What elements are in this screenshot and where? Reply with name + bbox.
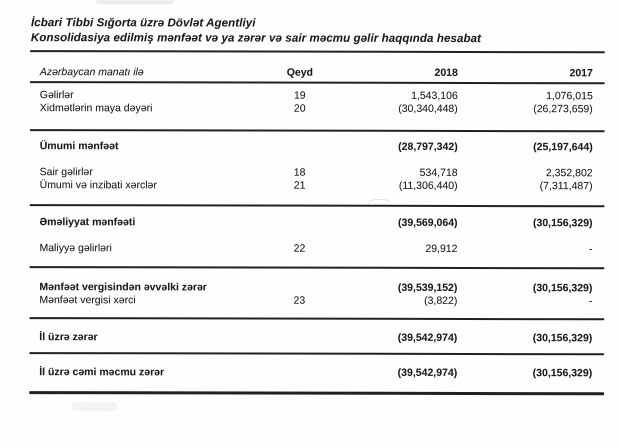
row-note: 18 bbox=[293, 166, 306, 179]
row-note: 23 bbox=[293, 294, 306, 307]
table-row-general-admin-expenses: Ümumi və inzibati xərclər 21 (11,306,440… bbox=[30, 179, 605, 193]
scan-artifact-bottom bbox=[71, 402, 118, 412]
rule-above-operating-profit bbox=[29, 204, 605, 208]
rule-above-loss-for-year bbox=[29, 317, 605, 321]
document-title: İcbari Tibbi Sığorta üzrə Dövlət Agentli… bbox=[30, 17, 256, 30]
row-value-2018: (30,340,448) bbox=[398, 102, 458, 115]
document-subtitle: Konsolidasiya edilmiş mənfəət və ya zərə… bbox=[30, 32, 482, 46]
table-row-operating-profit: Əməliyyat mənfəəti (39,569,064) (30,156,… bbox=[30, 216, 605, 230]
rule-above-total-comprehensive-loss bbox=[29, 352, 605, 356]
row-value-2017: (30,156,329) bbox=[532, 332, 593, 345]
rule-below-header bbox=[29, 81, 605, 85]
table-row-cost-of-services: Xidmətlərin maya dəyəri 20 (30,340,448) … bbox=[30, 102, 605, 116]
row-value-2017: - bbox=[588, 295, 593, 308]
row-value-2018: 29,912 bbox=[425, 242, 458, 255]
row-label: Maliyyə gəlirləri bbox=[39, 242, 112, 255]
row-value-2018: (39,542,974) bbox=[397, 366, 458, 379]
row-label: İl üzrə zərər bbox=[39, 331, 98, 344]
row-value-2017: - bbox=[588, 243, 593, 256]
header-note-column: Qeyd bbox=[286, 66, 313, 79]
header-currency-note: Azərbaycan manatı ilə bbox=[39, 66, 144, 79]
header-year-2018: 2018 bbox=[434, 66, 458, 79]
row-note: 19 bbox=[293, 89, 306, 102]
row-note bbox=[264, 282, 334, 295]
table-header-row: Azərbaycan manatı ilə Qeyd 2018 2017 bbox=[30, 66, 605, 80]
row-value-2018: (39,542,974) bbox=[397, 331, 458, 344]
rule-below-subtitle bbox=[29, 50, 605, 54]
scan-artifact-top bbox=[95, 0, 174, 5]
table-row-loss-before-tax: Mənfəət vergisindən əvvəlki zərər (39,53… bbox=[29, 281, 604, 295]
row-value-2017: (30,156,329) bbox=[532, 367, 593, 380]
row-note bbox=[264, 367, 334, 380]
row-value-2017: 1,076,015 bbox=[546, 90, 593, 103]
row-value-2018: 534,718 bbox=[419, 166, 458, 179]
header-year-2017: 2017 bbox=[569, 67, 593, 80]
table-row-income-tax-expense: Mənfəət vergisi xərci 23 (3,822) - bbox=[29, 294, 604, 308]
row-value-2017: (7,311,487) bbox=[539, 180, 593, 193]
row-label: Sair gəlirlər bbox=[39, 166, 93, 179]
row-note bbox=[265, 217, 335, 230]
row-label: Mənfəət vergisindən əvvəlki zərər bbox=[39, 281, 207, 294]
row-note bbox=[265, 141, 335, 154]
row-note: 20 bbox=[293, 102, 306, 115]
table-row-finance-income: Maliyyə gəlirləri 22 29,912 - bbox=[29, 242, 604, 256]
rule-above-gross-profit bbox=[29, 129, 605, 133]
table-row-loss-for-year: İl üzrə zərər (39,542,974) (30,156,329) bbox=[29, 331, 604, 345]
row-note bbox=[264, 332, 334, 345]
row-label: Ümumi və inzibati xərclər bbox=[39, 179, 157, 192]
row-label: Mənfəət vergisi xərci bbox=[39, 294, 136, 307]
row-note: 22 bbox=[293, 242, 306, 255]
rule-above-loss-before-tax bbox=[29, 266, 605, 270]
row-label: Əməliyyat mənfəəti bbox=[39, 216, 136, 229]
row-value-2018: (39,569,064) bbox=[397, 216, 458, 229]
row-label: Gəlirlər bbox=[39, 89, 74, 102]
row-label: Ümumi mənfəət bbox=[39, 140, 119, 153]
table-row-total-comprehensive-loss: İl üzrə cəmi məcmu zərər (39,542,974) (3… bbox=[29, 366, 604, 380]
row-value-2017: 2,352,802 bbox=[545, 167, 593, 180]
table-row-revenues: Gəlirlər 19 1,543,106 1,076,015 bbox=[30, 89, 605, 103]
row-value-2017: (26,273,659) bbox=[533, 103, 593, 116]
row-note: 21 bbox=[293, 179, 306, 192]
row-value-2018: (3,822) bbox=[424, 294, 458, 307]
scan-artifact-arc bbox=[365, 198, 394, 212]
row-value-2018: 1,543,106 bbox=[411, 89, 458, 102]
row-value-2018: (39,539,152) bbox=[397, 281, 458, 294]
row-value-2017: (25,197,644) bbox=[533, 141, 593, 154]
row-value-2018: (11,306,440) bbox=[398, 179, 458, 192]
rule-bottom-final bbox=[29, 391, 605, 396]
row-value-2017: (30,156,329) bbox=[532, 217, 593, 230]
row-value-2018: (28,797,342) bbox=[398, 140, 458, 153]
table-row-gross-profit: Ümumi mənfəət (28,797,342) (25,197,644) bbox=[30, 140, 605, 154]
row-label: İl üzrə cəmi məcmu zərər bbox=[39, 366, 165, 379]
table-row-other-income: Sair gəlirlər 18 534,718 2,352,802 bbox=[30, 166, 605, 180]
row-label: Xidmətlərin maya dəyəri bbox=[39, 102, 153, 115]
row-value-2017: (30,156,329) bbox=[532, 282, 593, 295]
